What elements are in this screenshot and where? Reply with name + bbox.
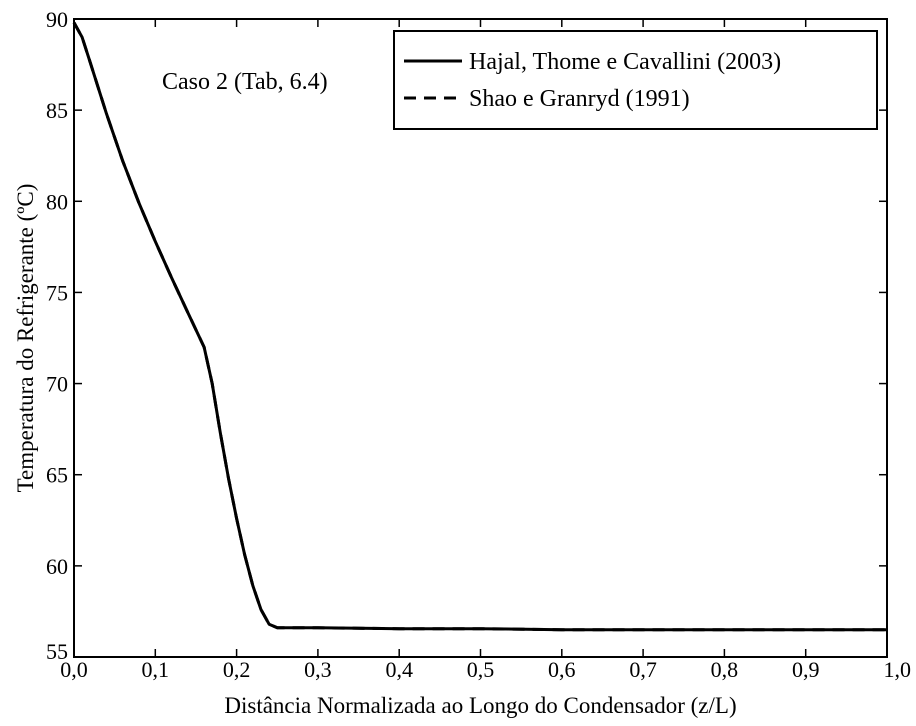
x-tick-label: 1,0 bbox=[884, 657, 912, 682]
y-tick-label: 55 bbox=[46, 639, 68, 664]
x-tick-label: 0,8 bbox=[711, 657, 739, 682]
axis-ticks bbox=[73, 18, 888, 658]
y-tick-label: 75 bbox=[46, 280, 68, 305]
x-tick-label: 0,9 bbox=[792, 657, 820, 682]
y-tick-label: 85 bbox=[46, 98, 68, 123]
x-axis-title: Distância Normalizada ao Longo do Conden… bbox=[224, 693, 736, 718]
x-tick-label: 0,3 bbox=[304, 657, 332, 682]
legend-box bbox=[393, 30, 878, 130]
x-tick-label: 0,4 bbox=[385, 657, 413, 682]
x-tick-label: 0,6 bbox=[548, 657, 576, 682]
case-annotation: Caso 2 (Tab, 6.4) bbox=[162, 69, 328, 95]
y-axis-title: Temperatura do Refrigerante (ºC) bbox=[13, 184, 38, 493]
x-tick-label: 0,7 bbox=[629, 657, 657, 682]
legend-entry-shao: Shao e Granryd (1991) bbox=[469, 86, 690, 112]
x-tick-label: 0,0 bbox=[60, 657, 88, 682]
y-tick-label: 70 bbox=[46, 372, 68, 397]
y-tick-label: 80 bbox=[46, 189, 68, 214]
x-tick-label: 0,2 bbox=[223, 657, 251, 682]
legend-entry-hajal: Hajal, Thome e Cavallini (2003) bbox=[469, 49, 781, 75]
y-tick-label: 90 bbox=[46, 7, 68, 32]
legend: Hajal, Thome e Cavallini (2003) Shao e G… bbox=[393, 30, 878, 130]
axis-tick-labels: 0,0 0,1 0,2 0,3 0,4 0,5 0,6 0,7 0,8 0,9 1,0 55 60 65 7… bbox=[46, 7, 911, 682]
series-line-shao bbox=[72, 21, 887, 632]
y-tick-label: 65 bbox=[46, 463, 68, 488]
series-lines bbox=[72, 21, 887, 632]
x-tick-label: 0,5 bbox=[467, 657, 495, 682]
y-tick-label: 60 bbox=[46, 554, 68, 579]
x-tick-label: 0,1 bbox=[142, 657, 170, 682]
